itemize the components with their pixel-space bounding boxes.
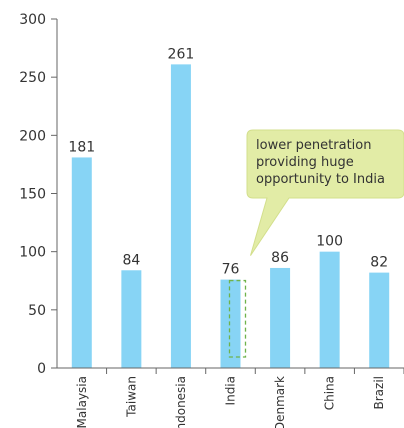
y-tick-label: 250 — [19, 70, 46, 86]
x-tick-label-brazil: Brazil — [372, 376, 386, 410]
callout-text-line: providing huge — [256, 155, 354, 170]
y-tick-label: 300 — [19, 12, 46, 28]
bar-china — [319, 251, 340, 368]
x-axis: Malaysia Taiwan Indonesia India Denmark China… — [57, 367, 404, 428]
bar-brazil — [369, 272, 390, 368]
y-tick-label: 0 — [37, 361, 46, 377]
data-label-taiwan: 84 — [122, 252, 140, 268]
data-label-malaysia: 181 — [68, 139, 95, 155]
x-tick-label-india: India — [224, 376, 238, 405]
highlight — [228, 279, 247, 358]
callout-text-line: lower penetration — [256, 138, 371, 153]
y-tick-label: 150 — [19, 187, 46, 203]
bar-malaysia — [71, 157, 92, 368]
callout: lower penetration providing huge opportuni… — [246, 129, 404, 256]
x-tick-label-denmark: Denmark — [273, 376, 287, 428]
data-label-china: 100 — [316, 234, 343, 250]
bar-indonesia — [170, 64, 191, 369]
bar-denmark — [270, 267, 291, 368]
data-label-brazil: 82 — [370, 255, 388, 271]
data-label-india: 76 — [222, 262, 240, 278]
y-axis: 0 50 100 150 200 250 300 — [19, 12, 58, 377]
bar-india — [220, 279, 241, 368]
y-tick-label: 100 — [19, 245, 46, 261]
data-label-denmark: 86 — [271, 250, 289, 266]
x-tick-label-malaysia: Malaysia — [75, 376, 89, 428]
x-tick-label-china: China — [323, 376, 337, 410]
data-label-indonesia: 261 — [168, 46, 195, 62]
y-tick-label: 50 — [28, 303, 46, 319]
callout-text-line: opportunity to India — [256, 172, 385, 187]
data-labels: 181 84 261 76 86 100 82 — [68, 46, 388, 277]
bars — [71, 64, 390, 369]
bar-taiwan — [121, 270, 142, 368]
y-tick-label: 200 — [19, 128, 46, 144]
highlight-box — [228, 279, 247, 358]
x-tick-label-taiwan: Taiwan — [124, 376, 138, 418]
x-tick-label-indonesia: Indonesia — [174, 376, 188, 428]
